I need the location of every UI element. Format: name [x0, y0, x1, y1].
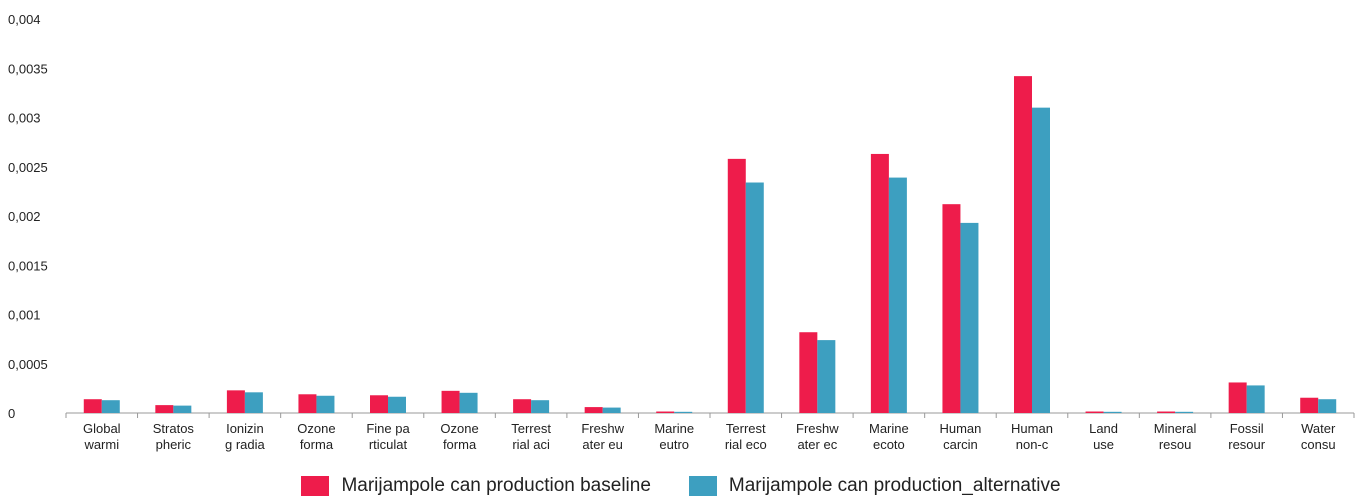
y-tick-label: 0,002 — [8, 209, 41, 224]
y-tick-label: 0,0025 — [8, 160, 48, 175]
bar-alternative[interactable] — [602, 407, 621, 413]
legend: Marijampole can production baseline Mari… — [0, 473, 1362, 499]
bars — [83, 76, 1337, 414]
legend-label-alternative: Marijampole can production_alternative — [728, 475, 1061, 496]
legend-swatch-baseline — [301, 476, 330, 496]
x-tick-label: Land use — [1089, 421, 1118, 452]
bar-alternative[interactable] — [1246, 385, 1265, 413]
x-tick-label: Marine ecoto — [869, 421, 909, 452]
bar-alternative[interactable] — [531, 400, 550, 413]
x-tick-label: Terrest rial aci — [511, 421, 551, 452]
x-tick-label: Human carcin — [939, 421, 981, 452]
y-tick-label: 0,0005 — [8, 357, 48, 372]
x-tick-label: Fossil resour — [1228, 421, 1266, 452]
bar-alternative[interactable] — [960, 222, 979, 413]
y-tick-label: 0,004 — [8, 12, 41, 27]
bar-baseline[interactable] — [441, 390, 460, 413]
y-tick-label: 0,001 — [8, 308, 41, 323]
x-tick-label: Freshw ater eu — [581, 421, 624, 452]
legend-item-alternative[interactable]: Marijampole can production_alternative — [688, 475, 1061, 497]
bar-chart: 0 0,0005 0,001 0,0015 0,002 0,0025 0,003 0,0035… — [8, 12, 1355, 452]
x-tick-label: Global warmi — [83, 421, 121, 452]
bar-baseline[interactable] — [656, 411, 675, 413]
bar-alternative[interactable] — [459, 392, 478, 413]
x-tick-label: Marine eutro — [654, 421, 694, 452]
bar-alternative[interactable] — [244, 392, 263, 413]
bar-baseline[interactable] — [513, 399, 532, 413]
bar-baseline[interactable] — [226, 390, 245, 413]
x-tick-label: Human non-c — [1011, 421, 1053, 452]
x-tick-label: Mineral resou — [1154, 421, 1197, 452]
bar-baseline[interactable] — [870, 153, 889, 413]
bar-alternative[interactable] — [316, 395, 335, 413]
x-tick-label: Ozone forma — [440, 421, 478, 452]
bar-alternative[interactable] — [1103, 411, 1122, 413]
bar-baseline[interactable] — [298, 394, 317, 413]
bar-alternative[interactable] — [173, 405, 192, 413]
bar-alternative[interactable] — [745, 182, 764, 413]
bar-baseline[interactable] — [370, 395, 388, 413]
x-tick-label: Terrest rial eco — [725, 421, 767, 452]
x-tick-label: Stratos pheric — [153, 421, 195, 452]
y-tick-label: 0,0035 — [8, 61, 48, 76]
bar-alternative[interactable] — [1032, 107, 1050, 414]
bar-baseline[interactable] — [584, 407, 603, 413]
x-tick-label: Ionizin g radia — [225, 421, 266, 452]
y-axis: 0 0,0005 0,001 0,0015 0,002 0,0025 0,003 0,0035… — [8, 12, 48, 421]
bar-alternative[interactable] — [817, 340, 836, 413]
legend-label-baseline: Marijampole can production baseline — [341, 475, 651, 496]
x-tick-label: Water consu — [1301, 421, 1336, 452]
y-tick-label: 0,003 — [8, 111, 41, 126]
bar-baseline[interactable] — [155, 405, 174, 413]
bar-baseline[interactable] — [799, 332, 818, 413]
bar-baseline[interactable] — [1300, 397, 1319, 413]
legend-item-baseline[interactable]: Marijampole can production baseline — [301, 475, 651, 497]
y-tick-label: 0,0015 — [8, 258, 48, 273]
x-tick-label: Ozone forma — [297, 421, 335, 452]
bar-alternative[interactable] — [388, 396, 406, 413]
bar-baseline[interactable] — [727, 158, 746, 413]
bar-baseline[interactable] — [1157, 411, 1176, 413]
bar-alternative[interactable] — [674, 411, 693, 413]
bar-alternative[interactable] — [1318, 399, 1337, 413]
bar-baseline[interactable] — [1014, 76, 1032, 413]
x-tick-label: Fine pa rticulat — [366, 421, 410, 452]
bar-baseline[interactable] — [83, 399, 102, 413]
y-tick-label: 0 — [8, 406, 15, 421]
bar-alternative[interactable] — [101, 400, 120, 413]
bar-baseline[interactable] — [942, 204, 961, 413]
bar-baseline[interactable] — [1085, 411, 1104, 413]
bar-baseline[interactable] — [1228, 382, 1247, 413]
bar-alternative[interactable] — [888, 177, 907, 413]
x-axis: Global warmi Stratos pheric Ionizin g radia Oz… — [65, 412, 1355, 452]
bar-alternative[interactable] — [1175, 411, 1194, 413]
legend-swatch-alternative — [688, 476, 717, 496]
x-tick-label: Freshw ater ec — [796, 421, 839, 452]
